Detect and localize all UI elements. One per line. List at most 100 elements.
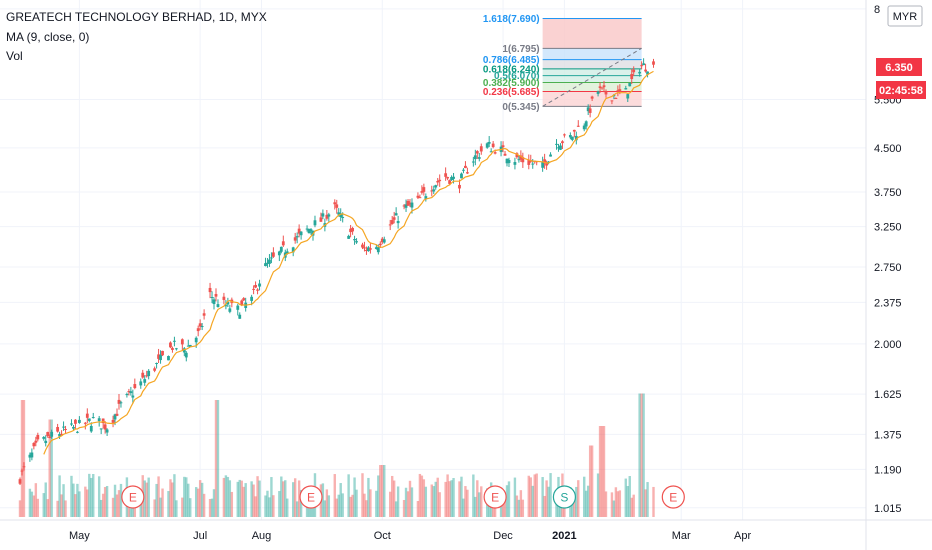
candle[interactable] <box>180 338 184 351</box>
candle[interactable] <box>174 347 178 351</box>
candle[interactable] <box>436 177 440 186</box>
candle[interactable] <box>258 279 261 291</box>
currency-badge[interactable]: MYR <box>887 5 923 27</box>
candle[interactable] <box>266 258 269 268</box>
candle[interactable] <box>22 462 26 471</box>
candle[interactable] <box>145 370 149 378</box>
candle[interactable] <box>325 209 329 221</box>
candle[interactable] <box>305 225 309 232</box>
candle[interactable] <box>501 141 505 153</box>
candle[interactable] <box>173 336 176 347</box>
candle[interactable] <box>182 347 186 357</box>
candle[interactable] <box>139 378 143 389</box>
candle[interactable] <box>319 212 323 222</box>
candle[interactable] <box>335 199 339 214</box>
candle[interactable] <box>28 452 32 462</box>
candle[interactable] <box>119 400 123 408</box>
candle[interactable] <box>46 431 50 438</box>
candle[interactable] <box>117 393 121 410</box>
candle[interactable] <box>125 392 129 398</box>
candle[interactable] <box>272 247 275 258</box>
candle[interactable] <box>505 158 509 167</box>
candle[interactable] <box>576 120 580 127</box>
candle[interactable] <box>159 350 162 364</box>
candle[interactable] <box>632 66 636 77</box>
candle[interactable] <box>147 369 151 380</box>
candle[interactable] <box>561 140 564 150</box>
fib-retracement[interactable]: 1.618(7.690) 1(6.795)0.786(6.485)0.618(6.… <box>483 14 642 113</box>
candle[interactable] <box>281 235 285 247</box>
candle[interactable] <box>293 232 297 244</box>
candle[interactable] <box>406 199 410 206</box>
candle[interactable] <box>600 87 604 90</box>
candle[interactable] <box>420 185 424 195</box>
candle[interactable] <box>313 215 317 228</box>
candle[interactable] <box>394 207 398 216</box>
earnings-marker[interactable]: E <box>299 485 323 509</box>
candle[interactable] <box>133 378 137 390</box>
candle[interactable] <box>466 167 469 174</box>
candle[interactable] <box>584 120 588 130</box>
candle[interactable] <box>464 161 467 169</box>
candle[interactable] <box>598 82 602 93</box>
candle[interactable] <box>196 325 200 337</box>
candle[interactable] <box>543 153 547 169</box>
candle[interactable] <box>388 219 392 231</box>
candle[interactable] <box>432 185 436 195</box>
candle[interactable] <box>131 389 135 404</box>
candle[interactable] <box>307 228 311 234</box>
candle[interactable] <box>327 212 331 222</box>
candle[interactable] <box>208 282 212 299</box>
candle[interactable] <box>517 155 521 163</box>
candle[interactable] <box>602 80 606 93</box>
candle[interactable] <box>355 238 358 244</box>
candle[interactable] <box>254 281 257 289</box>
candle[interactable] <box>570 136 574 142</box>
candle[interactable] <box>586 104 590 116</box>
candle[interactable] <box>99 428 103 435</box>
candle[interactable] <box>143 375 147 386</box>
candle[interactable] <box>396 215 400 229</box>
candle[interactable] <box>353 235 356 245</box>
candle[interactable] <box>630 68 634 85</box>
candle[interactable] <box>277 250 281 262</box>
candle[interactable] <box>610 100 614 105</box>
candle[interactable] <box>214 288 218 302</box>
candle[interactable] <box>559 143 562 151</box>
candle[interactable] <box>563 133 566 138</box>
candle[interactable] <box>507 157 511 168</box>
candle[interactable] <box>390 215 394 225</box>
candle[interactable] <box>614 97 618 99</box>
candle[interactable] <box>549 152 552 157</box>
candle[interactable] <box>485 142 489 149</box>
candle[interactable] <box>628 82 632 87</box>
candle[interactable] <box>129 386 133 396</box>
candle[interactable] <box>450 175 453 181</box>
candle[interactable] <box>297 224 301 238</box>
candle[interactable] <box>572 129 576 138</box>
candle[interactable] <box>434 184 438 190</box>
candle[interactable] <box>365 246 368 255</box>
candle[interactable] <box>491 140 495 149</box>
candle[interactable] <box>186 339 190 347</box>
candle[interactable] <box>568 132 572 140</box>
earnings-marker[interactable]: E <box>121 485 145 509</box>
candle[interactable] <box>582 123 586 132</box>
candle[interactable] <box>392 211 396 224</box>
candle[interactable] <box>479 143 483 155</box>
candle[interactable] <box>64 425 67 434</box>
candle[interactable] <box>228 304 232 314</box>
candle[interactable] <box>155 362 158 369</box>
candle[interactable] <box>416 192 420 200</box>
candle[interactable] <box>380 236 384 245</box>
candle[interactable] <box>458 179 461 194</box>
candle[interactable] <box>20 468 24 476</box>
candle[interactable] <box>418 194 422 199</box>
candle[interactable] <box>616 85 620 97</box>
candle[interactable] <box>76 430 79 434</box>
candle[interactable] <box>503 151 507 156</box>
candle[interactable] <box>541 156 545 172</box>
candle[interactable] <box>58 431 61 439</box>
